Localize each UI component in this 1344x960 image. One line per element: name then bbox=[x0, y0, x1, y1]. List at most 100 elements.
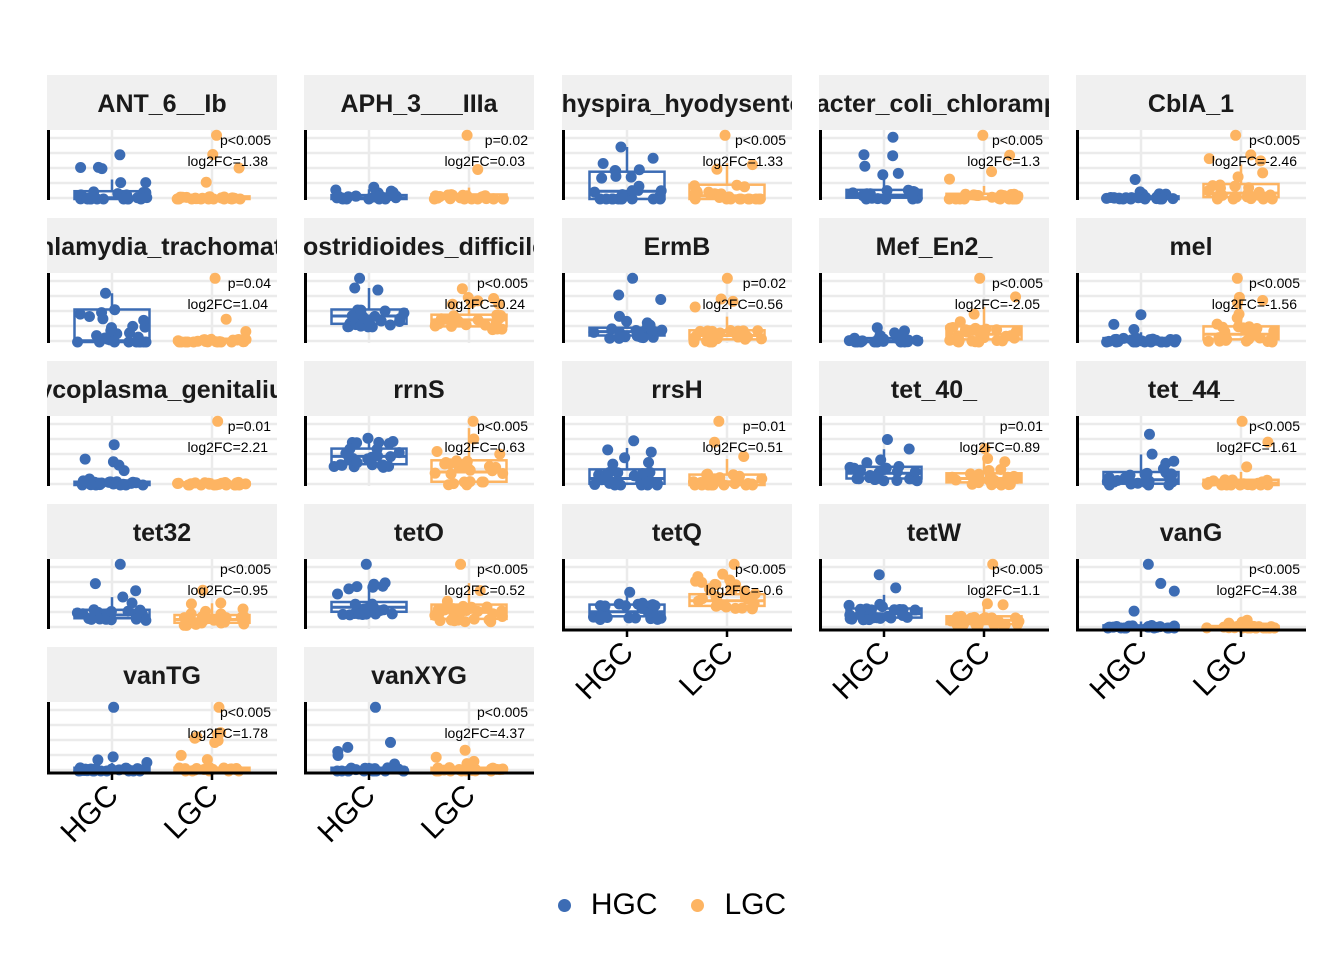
legend-label-hgc: HGC bbox=[590, 888, 658, 921]
point-max-hgc bbox=[887, 131, 899, 143]
point-hgc bbox=[891, 474, 903, 486]
point-lgc bbox=[185, 608, 197, 620]
point-hgc bbox=[96, 163, 108, 175]
pvalue-label: p=0.02 bbox=[485, 132, 528, 148]
point-lgc bbox=[709, 436, 721, 448]
point-lgc bbox=[495, 309, 507, 321]
point-lgc bbox=[1202, 185, 1214, 197]
point-lgc bbox=[460, 605, 472, 617]
point-hgc bbox=[1130, 336, 1142, 348]
pvalue-label: p=0.01 bbox=[743, 418, 786, 434]
point-hgc bbox=[1119, 472, 1131, 484]
pvalue-label: p<0.005 bbox=[220, 132, 271, 148]
point-max-hgc bbox=[1135, 309, 1147, 321]
point-lgc bbox=[995, 464, 1007, 476]
point-hgc bbox=[623, 612, 635, 624]
point-lgc bbox=[980, 323, 992, 335]
point-hgc bbox=[849, 336, 861, 348]
point-hgc bbox=[387, 186, 399, 198]
point-hgc bbox=[633, 164, 645, 176]
point-hgc bbox=[610, 170, 622, 182]
point-hgc bbox=[626, 193, 638, 205]
log2fc-label: log2FC=1.33 bbox=[702, 153, 783, 169]
point-hgc bbox=[597, 157, 609, 169]
point-lgc bbox=[954, 193, 966, 205]
pvalue-label: p=0.01 bbox=[1000, 418, 1043, 434]
point-hgc bbox=[897, 609, 909, 621]
panel: Mycoplasma_genitalium p=0.01 log2FC=2.21 bbox=[47, 361, 277, 491]
panel-strip bbox=[47, 504, 277, 559]
panel-strip bbox=[304, 504, 534, 559]
point-lgc bbox=[1229, 180, 1241, 192]
panel-title: APH_3___IIIa bbox=[340, 90, 498, 118]
panel: tet_40_ p=0.01 log2FC=0.89 bbox=[819, 361, 1049, 491]
pvalue-label: p<0.005 bbox=[992, 275, 1043, 291]
point-hgc bbox=[613, 598, 625, 610]
point-lgc bbox=[1234, 479, 1246, 491]
point-lgc bbox=[997, 599, 1009, 611]
point-lgc bbox=[944, 334, 956, 346]
point-lgc bbox=[460, 319, 472, 331]
point-lgc bbox=[983, 464, 995, 476]
point-hgc bbox=[130, 613, 142, 625]
point-hgc bbox=[655, 294, 667, 306]
panel: mel p<0.005 log2FC=-1.56 bbox=[1076, 218, 1306, 348]
point-hgc bbox=[362, 453, 374, 465]
point-lgc bbox=[981, 598, 993, 610]
point-lgc bbox=[447, 603, 459, 615]
panel-title: Chlamydia_trachomatis bbox=[21, 233, 303, 261]
point-lgc bbox=[496, 605, 508, 617]
point-lgc bbox=[1004, 475, 1016, 487]
point-lgc bbox=[447, 298, 459, 310]
x-tick-label: LGC bbox=[673, 636, 740, 703]
point-max-lgc bbox=[456, 283, 468, 295]
point-max-lgc bbox=[461, 129, 473, 141]
point-max-lgc bbox=[974, 272, 986, 284]
point-lgc bbox=[755, 333, 767, 345]
point-hgc bbox=[887, 150, 899, 162]
point-lgc bbox=[742, 477, 754, 489]
point-hgc bbox=[858, 149, 870, 161]
panel-strip bbox=[304, 361, 534, 416]
point-max-lgc bbox=[719, 129, 731, 141]
log2fc-label: log2FC=2.21 bbox=[187, 439, 268, 455]
point-hgc bbox=[1139, 468, 1151, 480]
point-hgc bbox=[1168, 585, 1180, 597]
point-hgc bbox=[626, 185, 638, 197]
point-hgc bbox=[613, 310, 625, 322]
point-hgc bbox=[589, 186, 601, 198]
log2fc-label: log2FC=1.61 bbox=[1216, 439, 1297, 455]
point-hgc bbox=[368, 601, 380, 613]
point-lgc bbox=[488, 293, 500, 305]
point-lgc bbox=[203, 191, 215, 203]
point-lgc bbox=[994, 193, 1006, 205]
point-lgc bbox=[430, 751, 442, 763]
panel: Enterobacter_coli_chloramphenicol p<0.005… bbox=[721, 75, 1146, 205]
point-hgc bbox=[379, 305, 391, 317]
point-lgc bbox=[1216, 189, 1228, 201]
legend-dot-lgc-icon bbox=[691, 898, 705, 912]
point-hgc bbox=[882, 610, 894, 622]
panel-strip bbox=[304, 75, 534, 130]
point-lgc bbox=[1214, 179, 1226, 191]
pvalue-label: p<0.005 bbox=[477, 418, 528, 434]
point-max-lgc bbox=[455, 558, 467, 570]
point-hgc bbox=[331, 192, 343, 204]
panel-strip bbox=[47, 361, 277, 416]
point-lgc bbox=[701, 469, 713, 481]
x-tick-label: HGC bbox=[54, 779, 124, 849]
point-lgc bbox=[182, 479, 194, 491]
panel-title: Enterobacter_coli_chloramphenicol bbox=[721, 90, 1146, 118]
point-hgc bbox=[124, 327, 136, 339]
point-lgc bbox=[959, 324, 971, 336]
x-tick-label: HGC bbox=[311, 779, 381, 849]
panel-title: Brachyspira_hyodysenteriae bbox=[506, 90, 848, 118]
point-hgc bbox=[854, 603, 866, 615]
panel-strip bbox=[304, 218, 534, 273]
point-lgc bbox=[178, 619, 190, 631]
point-lgc bbox=[974, 474, 986, 486]
point-lgc bbox=[742, 593, 754, 605]
pvalue-label: p<0.005 bbox=[735, 132, 786, 148]
panel-strip bbox=[562, 218, 792, 273]
panel-strip bbox=[1076, 504, 1306, 559]
